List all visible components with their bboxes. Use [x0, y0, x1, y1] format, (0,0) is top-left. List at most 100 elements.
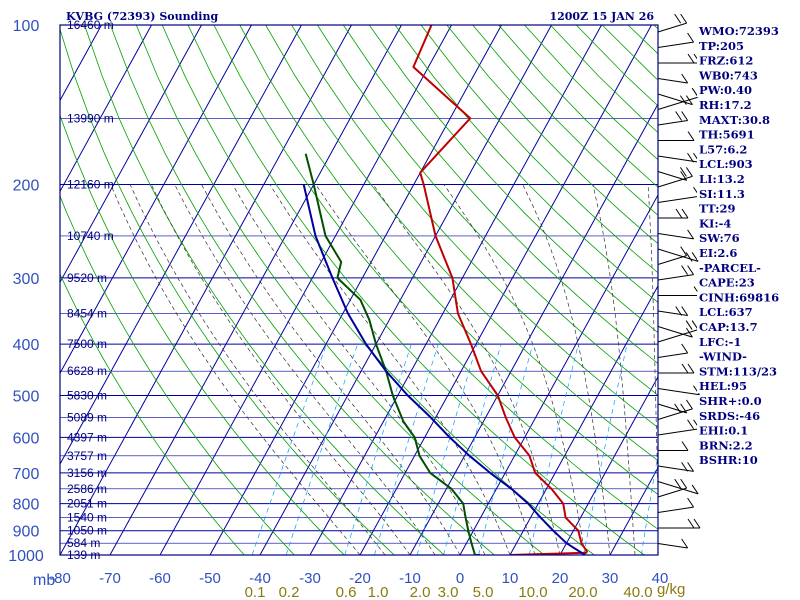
height-label: 2051 m: [67, 497, 107, 511]
mixing-ratio-tick-label: 40.0: [623, 584, 652, 600]
index-row-bg: [697, 69, 797, 83]
wind-barb-icon: [658, 441, 689, 451]
index-row-bg: [697, 276, 797, 290]
dry-adiabat: [213, 25, 658, 530]
dry-adiabat: [394, 25, 658, 303]
sounding-index: RH:17.2: [699, 98, 752, 112]
moist-adiabat: [129, 184, 386, 555]
temperature-tick-label: -30: [299, 570, 321, 587]
sounding-index: KI:-4: [699, 216, 731, 230]
index-row-bg: [697, 187, 797, 201]
index-row-bg: [697, 113, 797, 127]
moist-adiabat: [150, 184, 411, 555]
index-row-bg: [697, 335, 797, 349]
index-row-bg: [697, 380, 797, 394]
height-label: 9520 m: [67, 271, 107, 285]
wind-barb-icon: [657, 111, 689, 126]
height-label: 13990 m: [67, 111, 114, 125]
temperature-tick-label: 40: [652, 570, 669, 587]
dry-adiabat: [317, 25, 658, 396]
pressure-tick-label: 1000: [8, 548, 44, 565]
temperature-profile-line: [412, 25, 588, 555]
height-labels: 16460 m 13990 m 12160 m 10740 m 9520 m 8454 m…: [67, 18, 114, 562]
wind-barb-icon: [658, 131, 695, 141]
sounding-index: PW:0.40: [699, 83, 752, 97]
index-row-bg: [697, 202, 797, 216]
wind-barb-icon: [657, 538, 689, 549]
height-label: 12160 m: [67, 178, 114, 192]
height-label: 139 m: [67, 548, 100, 562]
moist-adiabat: [443, 184, 586, 555]
temperature-tick-label: -20: [349, 570, 371, 587]
isotherm--70: [109, 25, 402, 555]
temperature-tick-label: 20: [552, 570, 569, 587]
sounding-index: EI:2.6: [699, 246, 737, 260]
pressure-tick-label: 800: [13, 497, 40, 514]
temperature-tick-label: 0: [456, 570, 464, 587]
sounding-indices-panel: WMO:72393TP:205FRZ:612WB0:743PW:0.40RH:1…: [697, 24, 797, 468]
mixing-ratio-line: [641, 452, 658, 555]
temperature-tick-label: -50: [199, 570, 221, 587]
height-label: 2586 m: [67, 482, 107, 496]
index-row-bg: [697, 232, 797, 246]
wind-barb-icon: [657, 385, 700, 396]
height-label: 4397 m: [67, 430, 107, 444]
height-label: 16460 m: [67, 18, 114, 32]
wind-barb-icon: [657, 462, 695, 472]
height-label: 3757 m: [67, 449, 107, 463]
dry-adiabat: [265, 25, 658, 462]
sounding-time-title: 1200Z 15 JAN 26: [549, 10, 654, 23]
pressure-tick-label: 600: [13, 430, 40, 447]
wind-barb-icon: [657, 73, 689, 84]
mixing-ratio-tick-label: 10.0: [518, 584, 547, 600]
series-layer: [302, 25, 588, 555]
sounding-index: BSHR:10: [699, 453, 758, 467]
index-row-bg: [697, 454, 797, 468]
plot-frame: [59, 24, 659, 556]
station-title: KVBG (72393) Sounding: [66, 10, 218, 23]
isotherm--20: [359, 25, 652, 555]
sounding-index: SI:11.3: [699, 187, 745, 201]
mixing-ratio-line: [374, 343, 439, 555]
dry-adiabat: [110, 25, 508, 555]
moist-adiabat: [201, 184, 461, 555]
moist-adiabat: [592, 184, 636, 555]
dewpoint-profile-line: [304, 153, 480, 555]
mixing-ratio-tick-label: 0.2: [279, 584, 300, 600]
index-row-bg: [697, 84, 797, 98]
wind-barb-icon: [657, 167, 693, 188]
parcel-profile-line: [302, 184, 586, 555]
sounding-index: TT:29: [699, 202, 736, 216]
mixing-ratio-line: [583, 344, 628, 555]
temperature-tick-label: -80: [49, 570, 71, 587]
temperature-tick-label: -60: [149, 570, 171, 587]
wind-barb-icon: [658, 208, 689, 219]
moist-adiabat: [110, 184, 361, 555]
sounding-index: WMO:72393: [698, 24, 779, 38]
height-label: 5089 m: [67, 410, 107, 424]
dry-adiabat: [342, 25, 658, 365]
index-row-bg: [697, 39, 797, 53]
sounding-index: -PARCEL-: [699, 261, 761, 275]
wind-barb-icon: [657, 343, 689, 358]
sounding-index: -WIND-: [699, 350, 747, 364]
dry-adiabat: [60, 195, 305, 555]
isotherm-10: [509, 284, 658, 555]
isotherm--120: [60, 25, 152, 193]
height-label: 6628 m: [67, 364, 107, 378]
pressure-tick-label: 200: [13, 178, 40, 195]
index-row-bg: [697, 247, 797, 260]
dry-adiabat: [239, 25, 658, 495]
height-label: 10740 m: [67, 229, 114, 243]
pressure-tick-label: 100: [13, 18, 40, 35]
isotherm--90: [60, 25, 302, 466]
sounding-index: LI:13.2: [699, 172, 745, 186]
temperature-tick-label: -10: [399, 570, 421, 587]
wind-barb-icon: [657, 497, 695, 513]
sounding-index: LCL:903: [699, 157, 753, 171]
mixing-ratio-line: [443, 344, 502, 555]
mixing-ratio-line: [416, 344, 478, 555]
index-row-bg: [697, 25, 797, 38]
wind-barb-icon: [658, 518, 701, 529]
